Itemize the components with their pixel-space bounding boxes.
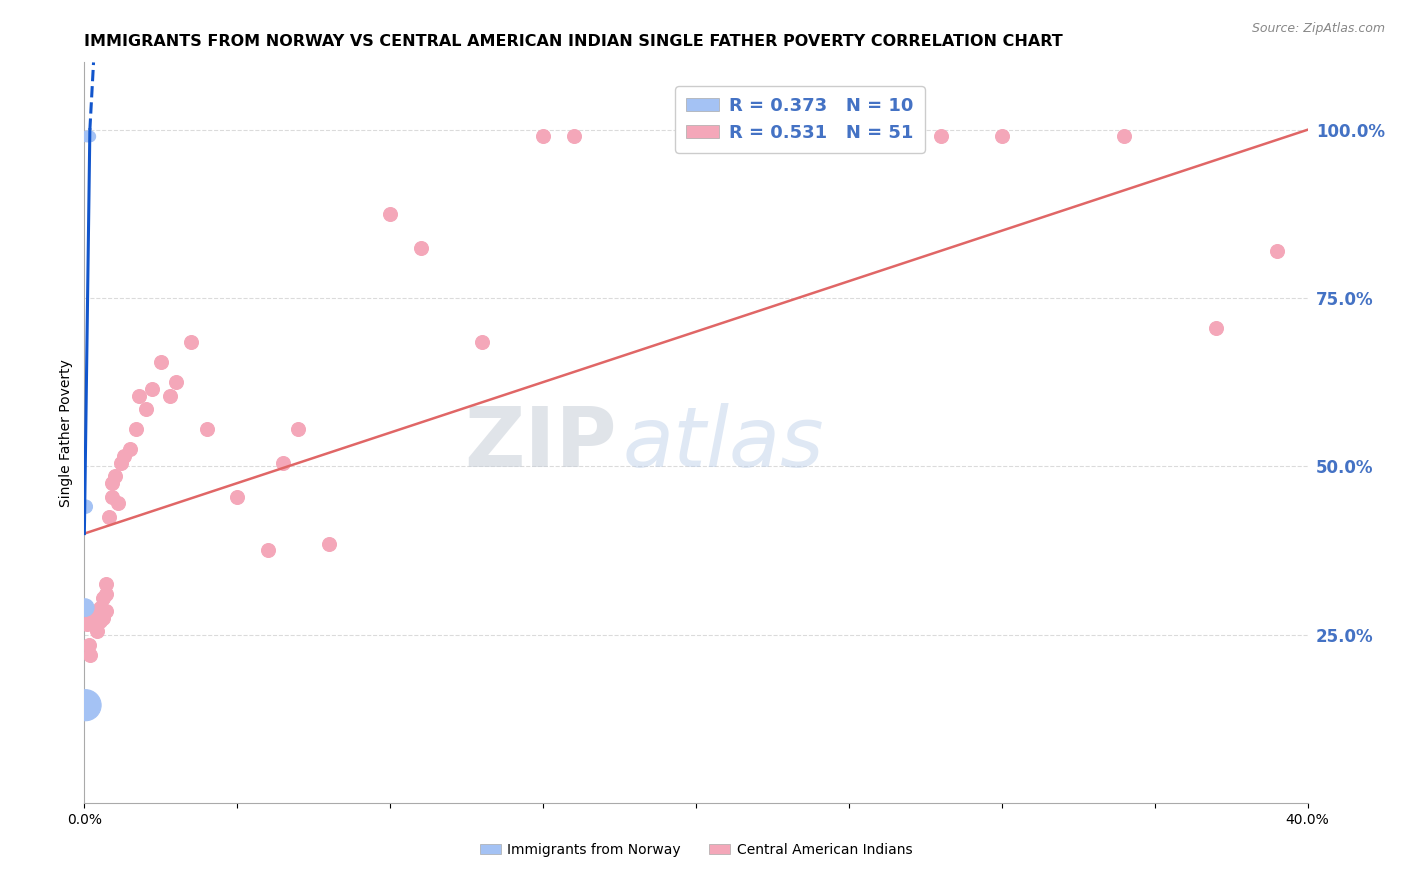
Point xyxy=(76,129,98,144)
Point xyxy=(135,402,157,417)
Point xyxy=(75,500,97,514)
Point xyxy=(86,624,108,639)
Point xyxy=(165,375,187,389)
Point xyxy=(1205,321,1227,335)
Point xyxy=(929,129,952,144)
Point xyxy=(75,129,97,144)
Point xyxy=(287,422,309,436)
Point xyxy=(257,543,280,558)
Point xyxy=(991,129,1014,144)
Point xyxy=(104,469,127,483)
Point xyxy=(380,207,402,221)
Point xyxy=(77,129,100,144)
Point xyxy=(409,241,432,255)
Point xyxy=(101,490,124,504)
Point xyxy=(531,129,554,144)
Text: atlas: atlas xyxy=(623,403,824,484)
Point xyxy=(76,129,98,144)
Point xyxy=(685,129,707,144)
Text: ZIP: ZIP xyxy=(464,403,616,484)
Point xyxy=(86,607,108,622)
Text: Source: ZipAtlas.com: Source: ZipAtlas.com xyxy=(1251,22,1385,36)
Point xyxy=(91,610,114,624)
Point xyxy=(149,355,172,369)
Point xyxy=(79,129,101,144)
Point xyxy=(75,698,97,713)
Point xyxy=(125,422,148,436)
Point xyxy=(562,129,585,144)
Point xyxy=(79,614,101,628)
Point xyxy=(89,610,111,624)
Point xyxy=(226,490,249,504)
Y-axis label: Single Father Poverty: Single Father Poverty xyxy=(59,359,73,507)
Point xyxy=(76,617,98,632)
Point xyxy=(79,129,101,144)
Point xyxy=(271,456,294,470)
Point xyxy=(747,129,769,144)
Point xyxy=(101,476,124,491)
Point xyxy=(838,129,860,144)
Point xyxy=(94,577,117,591)
Point xyxy=(89,614,111,628)
Point xyxy=(83,614,105,628)
Point xyxy=(1114,129,1136,144)
Point xyxy=(195,422,218,436)
Point xyxy=(75,600,97,615)
Point xyxy=(471,334,494,349)
Point xyxy=(91,591,114,605)
Point xyxy=(89,600,111,615)
Point xyxy=(77,129,100,144)
Point xyxy=(318,536,340,550)
Point xyxy=(120,442,142,457)
Point xyxy=(180,334,202,349)
Point xyxy=(1265,244,1288,258)
Point xyxy=(107,496,129,510)
Point xyxy=(112,449,135,463)
Point xyxy=(94,587,117,601)
Point xyxy=(159,389,181,403)
Point xyxy=(77,638,100,652)
Point xyxy=(83,617,105,632)
Point xyxy=(128,389,150,403)
Point xyxy=(110,456,132,470)
Text: IMMIGRANTS FROM NORWAY VS CENTRAL AMERICAN INDIAN SINGLE FATHER POVERTY CORRELAT: IMMIGRANTS FROM NORWAY VS CENTRAL AMERIC… xyxy=(84,34,1063,49)
Point xyxy=(94,604,117,618)
Point xyxy=(79,648,101,662)
Legend: Immigrants from Norway, Central American Indians: Immigrants from Norway, Central American… xyxy=(474,838,918,863)
Point xyxy=(97,509,120,524)
Point xyxy=(141,382,163,396)
